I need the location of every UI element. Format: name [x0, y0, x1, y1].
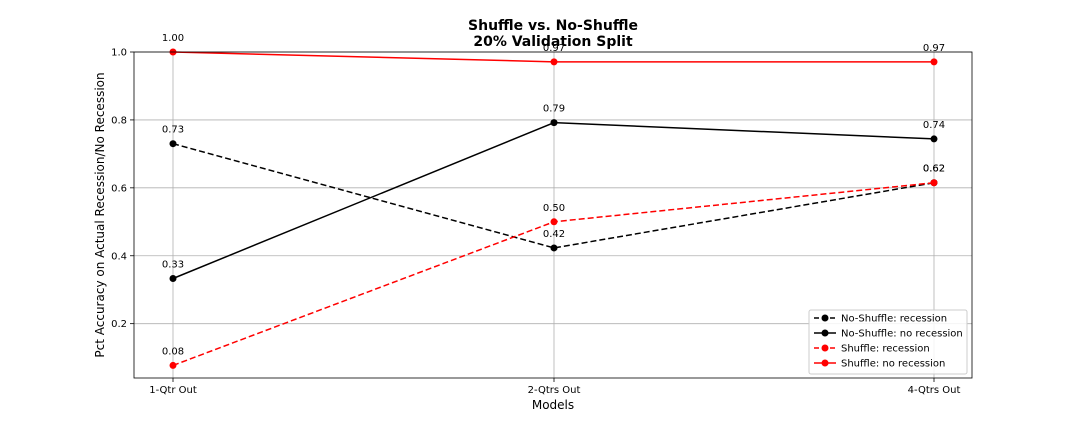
data-point — [930, 179, 938, 187]
legend-label: No-Shuffle: no recession — [841, 329, 963, 340]
data-point — [930, 135, 938, 143]
plot-area-frame — [133, 51, 973, 379]
data-labels: 0.730.420.620.330.790.740.080.500.621.00… — [162, 33, 945, 357]
legend-label: Shuffle: no recession — [841, 359, 945, 370]
y-tick-label: 0.6 — [111, 183, 127, 194]
axis-ticks: 0.2 0.4 0.6 0.8 1.0 1-Qtr Out 2-Qtrs Out 4-Qtrs… — [111, 48, 960, 397]
data-label: 0.97 — [923, 43, 945, 54]
data-label: 0.42 — [543, 229, 565, 240]
y-tick-label: 0.2 — [111, 319, 127, 330]
y-tick-label: 1.0 — [111, 48, 127, 59]
series-line — [172, 142, 935, 249]
data-label: 1.00 — [162, 33, 184, 44]
chart-title-line-1: Shuffle vs. No-Shuffle — [468, 18, 638, 34]
data-label: 0.73 — [162, 125, 184, 136]
data-point — [550, 58, 558, 66]
data-point — [930, 58, 938, 66]
legend-marker — [821, 329, 829, 337]
data-point — [169, 275, 177, 283]
chart-title-line-2: 20% Validation Split — [473, 34, 633, 50]
legend: No-Shuffle: recession No-Shuffle: no rece… — [808, 309, 968, 375]
series-line — [172, 121, 935, 280]
data-point — [169, 361, 177, 369]
y-tick-label: 0.8 — [111, 115, 127, 126]
data-label: 0.50 — [543, 203, 565, 214]
data-point — [550, 119, 558, 127]
data-label: 0.79 — [543, 104, 565, 115]
legend-marker — [821, 344, 829, 352]
data-point — [169, 140, 177, 148]
data-label: 0.74 — [923, 120, 945, 131]
y-tick-label: 0.4 — [111, 251, 127, 262]
data-point — [550, 218, 558, 226]
x-axis-label: Models — [532, 398, 574, 412]
data-label: 0.08 — [162, 346, 184, 357]
data-point — [550, 244, 558, 252]
legend-marker — [821, 314, 829, 322]
legend-marker — [821, 359, 829, 367]
data-label: 0.33 — [162, 260, 184, 271]
x-tick-label: 4-Qtrs Out — [908, 385, 961, 396]
data-label: 0.97 — [543, 43, 565, 54]
legend-box — [808, 309, 968, 375]
x-tick-label: 1-Qtr Out — [149, 385, 197, 396]
y-axis-label: Pct Accuracy on Actual Recession/No Rece… — [93, 72, 107, 357]
legend-label: Shuffle: recession — [841, 344, 930, 355]
data-label: 0.62 — [923, 164, 945, 175]
data-label: 0.62 — [923, 164, 945, 175]
legend-label: No-Shuffle: recession — [841, 314, 947, 325]
x-tick-label: 2-Qtrs Out — [528, 385, 581, 396]
series-layer — [169, 48, 938, 369]
